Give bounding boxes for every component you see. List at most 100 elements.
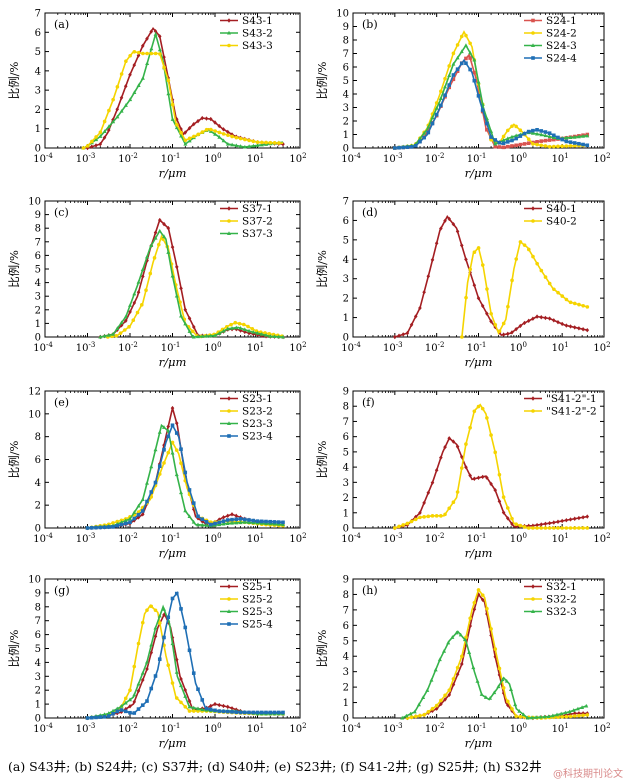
- panel-b-series-s24-4-point: [518, 134, 523, 138]
- panel-f-series-s41-2-1-point: [426, 490, 431, 495]
- panel-a-ytick-label: 7: [35, 9, 41, 20]
- panel-g-series-s25-4-point: [106, 714, 111, 718]
- panel-h-series-s32-2-point: [447, 688, 452, 692]
- panel-h-series-s32-3-point: [534, 715, 539, 719]
- panel-a-series-s43-3-point: [166, 78, 171, 83]
- panel-h-series-s32-2-point: [518, 714, 523, 719]
- panel-d-series-s40-1-point: [531, 206, 535, 211]
- panel-g-ytick-label: 2: [35, 686, 41, 697]
- panel-h-ytick-label: 8: [343, 590, 349, 601]
- panel-e-series-s23-3-point: [174, 472, 179, 477]
- panel-a-xtick-label: 10-2: [118, 152, 138, 165]
- panel-g-series-s25-4-point: [230, 710, 234, 714]
- panel-g-series-s25-3-point: [183, 694, 188, 698]
- panel-c-xtick-label: 10-1: [161, 341, 181, 354]
- panel-a-series-s43-3-point: [264, 140, 268, 145]
- panel-c-legend-label: S37-3: [242, 228, 273, 240]
- panel-e-series-s23-2-point: [162, 461, 166, 465]
- panel-f-series-s41-2-2-point: [476, 404, 481, 409]
- panel-e-legend-s23-3: S23-3: [220, 418, 273, 430]
- panel-d-series-s40-1-point: [572, 325, 577, 330]
- panel-b-ytick-label: 9: [343, 22, 349, 33]
- panel-f-series-s41-2-1-point: [455, 444, 460, 449]
- panel-f-series-s41-2-2-point: [439, 514, 443, 518]
- panel-f-series-s41-2-2-point: [422, 515, 426, 519]
- panel-b-xtick-label: 10-2: [425, 152, 445, 165]
- panel-f-series-s41-2-2-point: [535, 526, 539, 530]
- panel-e-legend-label: S23-1: [242, 393, 273, 405]
- panel-h-series-s32-3-point: [421, 695, 426, 700]
- panel-d-series-s40-1-point: [439, 226, 443, 231]
- panel-d-series-s40-1-point: [514, 326, 518, 332]
- panel-a-series-s43-1-point: [200, 115, 205, 121]
- panel-a: 10-4 10-3 10-2 10-1 100 101 102 0 1 2 3 4 5 6 7 r/μm 比例/…: [7, 9, 307, 181]
- panel-a-series-s43-2-point: [102, 129, 107, 133]
- panel-d-series-s40-1-point: [401, 332, 405, 337]
- panel-e-series-s23-1-point: [225, 513, 230, 519]
- panel-g-ytick-label: 6: [35, 630, 41, 641]
- panel-g-series-s25-4-point: [119, 708, 124, 712]
- panel-c-series-s37-3-point: [106, 332, 111, 337]
- panel-e-series-s23-4-point: [183, 470, 188, 475]
- panel-g-series-s25-4-point: [174, 591, 179, 596]
- panel-g-series-s25-2-point: [153, 608, 158, 613]
- panel-b-xtick-label: 101: [552, 152, 569, 165]
- panel-e-series-s23-4-point: [242, 517, 247, 522]
- panel-b-legend-s24-1: S24-1: [524, 15, 577, 27]
- panel-c-series-s37-1-point: [174, 264, 179, 270]
- panel-e-series-s23-3-point: [123, 518, 128, 523]
- panel-g-series-s25-2-point: [157, 621, 162, 625]
- panel-e-series-s23-4-point: [140, 509, 145, 513]
- panel-g-series-s25-3-point: [227, 609, 231, 613]
- panel-b-series-s24-4-point: [451, 73, 456, 77]
- panel-g-series-s25-3-point: [149, 642, 154, 647]
- panel-c-ytick-label: 6: [35, 251, 41, 262]
- panel-e-ylabel: 比例/%: [7, 441, 21, 479]
- panel-h-series-s32-3-point: [559, 711, 564, 716]
- panel-c-series-s37-3-point: [187, 329, 192, 333]
- panel-h-series-s32-2-point: [581, 713, 585, 718]
- panel-c-series-s37-3-point: [183, 321, 188, 326]
- panel-h-series-s32-2-point: [430, 706, 435, 711]
- panel-f-series-s41-2-1-point: [581, 515, 585, 520]
- panel-g-series-s25-3-point: [191, 705, 196, 710]
- panel-g-series-s25-4-point: [227, 622, 231, 626]
- panel-c-xtick-label: 10-2: [118, 341, 138, 354]
- panel-g-ytick-label: 4: [35, 658, 41, 669]
- panel-b-series-s24-1-point: [476, 88, 481, 93]
- panel-g-series-s25-4-point: [85, 716, 90, 720]
- panel-e-series-s23-2-line: [87, 440, 284, 529]
- panel-h-series-s32-2-point: [489, 627, 493, 631]
- panel-c-series-s37-3-point: [132, 291, 137, 296]
- panel-e-series-s23-4-point: [166, 434, 171, 439]
- panel-g-ytick-label: 5: [35, 644, 41, 655]
- panel-f-series-s41-2-2-point: [451, 500, 456, 505]
- panel-e-legend-s23-4: S23-4: [220, 431, 273, 443]
- panel-d-series-s40-2-point: [560, 294, 565, 298]
- panel-e-ytick-label: 10: [28, 409, 41, 420]
- panel-b-series-s24-2-point: [434, 101, 439, 105]
- panel-b-ytick-label: 2: [343, 117, 349, 128]
- panel-c-series-s37-1-point: [162, 221, 166, 227]
- panel-b-series-s24-3-point: [509, 134, 514, 139]
- panel-g-tag: (g): [54, 584, 70, 597]
- panel-b-series-s24-4-point: [556, 135, 560, 140]
- panel-a-series-s43-2-point: [115, 114, 120, 119]
- panel-c-series-s37-3-point: [149, 243, 154, 247]
- panel-b-series-s24-1-point: [485, 127, 489, 132]
- panel-b-series-s24-1-point: [552, 137, 556, 142]
- panel-e-xtick-label: 10-3: [76, 532, 96, 545]
- panel-b-series-s24-4-point: [577, 141, 581, 146]
- panel-b-series-s24-4-point: [422, 135, 426, 140]
- panel-a-series-s43-3-point: [238, 136, 243, 141]
- panel-c-legend-label: S37-1: [242, 203, 273, 215]
- panel-b-series-s24-2-point: [568, 144, 573, 148]
- panel-c-series-s37-2-point: [241, 322, 246, 327]
- panel-e-series-s23-1-point: [136, 515, 141, 520]
- panel-h-xtick-label: 10-2: [425, 722, 445, 735]
- panel-h-series-s32-3-point: [479, 692, 484, 696]
- panel-h-series-s32-2-point: [439, 698, 443, 703]
- panel-g-series-s25-1-point: [227, 584, 231, 589]
- panel-c-series-s37-3-point: [259, 332, 264, 336]
- panel-f-series-s41-2-1-point: [451, 439, 456, 444]
